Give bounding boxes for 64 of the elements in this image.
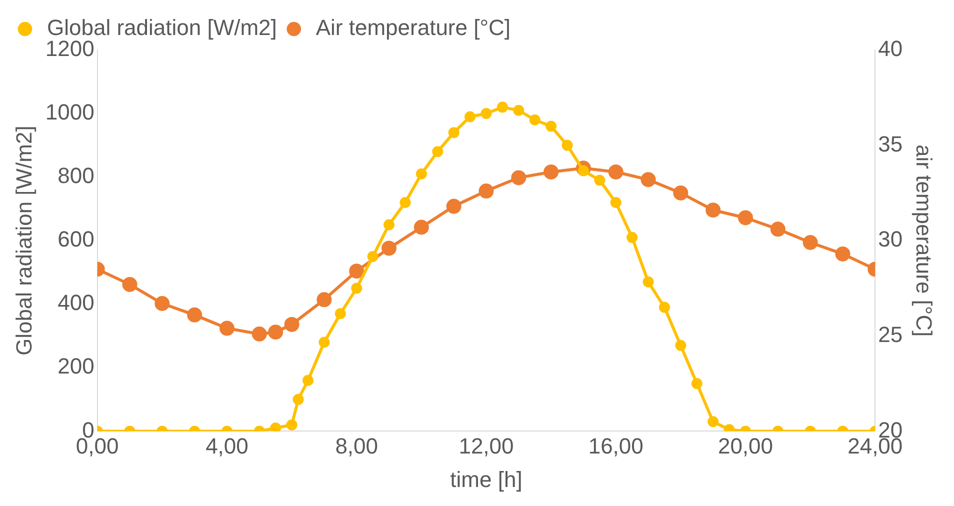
point [400,196,411,208]
point [351,282,362,294]
point [496,102,508,113]
point [122,276,138,292]
point [268,324,284,340]
point [219,320,234,336]
point [316,292,332,308]
point [448,127,460,138]
point [658,302,670,313]
y-tick-label: 200 [58,354,94,379]
point [610,196,622,208]
point [513,104,524,116]
point [562,140,573,151]
point [480,108,492,120]
point [187,307,202,322]
y2-axis-title: air temperature [°C] [912,144,937,337]
legend-label: Air temperature [°C] [316,15,511,40]
point [382,240,397,256]
point [384,219,395,230]
point [367,250,378,262]
point [284,316,300,332]
point [432,146,444,158]
point [802,235,818,250]
point [334,308,346,320]
y2-tick-label: 25 [878,322,903,347]
point [478,184,494,199]
point [675,340,686,351]
point [464,111,476,122]
point [673,185,688,200]
x-tick-label: 16,00 [588,433,644,458]
x-tick-label: 4,00 [206,433,248,458]
point [770,222,786,237]
point [706,202,721,218]
point [835,246,850,262]
point [416,168,427,180]
point [544,164,559,180]
y2-tick-label: 40 [878,36,903,62]
point [608,164,624,180]
x-tick-label: 12,00 [458,433,514,458]
y-tick-label: 400 [58,290,94,316]
point [349,264,364,279]
y2-tick-label: 30 [878,226,903,252]
point [270,422,282,432]
point [414,220,429,235]
point [642,276,654,288]
point [626,232,638,243]
point [594,174,606,186]
y-tick-label: 600 [58,226,94,252]
y-tick-label: 1000 [45,100,94,125]
point [546,120,557,132]
point [154,296,170,311]
x-axis-title: time [h] [450,466,522,492]
point [446,198,462,214]
x-tick-label: 20,00 [718,433,774,458]
point [738,210,753,226]
y-axis-title: Global radiation [W/m2] [11,126,36,356]
point [318,336,330,348]
point [529,114,540,126]
y-tick-label: 800 [58,163,94,188]
point [640,172,656,188]
x-tick-label: 8,00 [335,433,378,458]
point [511,170,526,186]
y2-tick-label: 35 [878,131,903,156]
point [252,326,267,342]
